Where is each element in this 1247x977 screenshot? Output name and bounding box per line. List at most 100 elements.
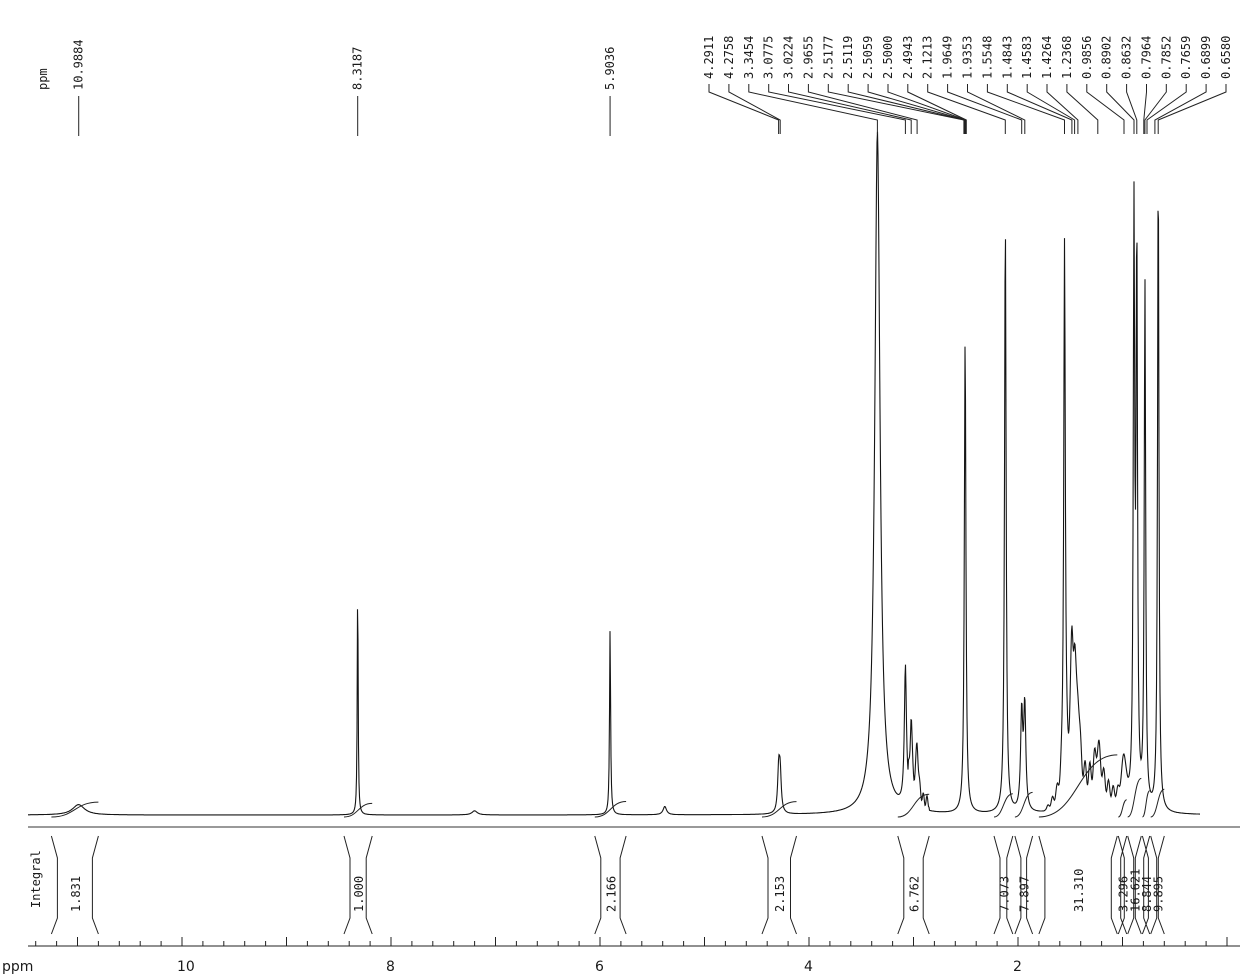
x-axis-tick-label: 2 (1013, 959, 1022, 975)
peak-label: 0.8902 (1100, 36, 1114, 79)
integral-curve (993, 793, 1013, 818)
peak-leader-line (768, 84, 906, 134)
integral-value: 16.621 (1129, 869, 1143, 912)
peak-label: 3.0775 (762, 36, 776, 79)
peak-label: 4.2911 (702, 36, 716, 79)
peak-label: 0.7659 (1179, 36, 1193, 79)
peak-label: 5.9036 (603, 47, 617, 90)
peak-label: 1.4583 (1020, 36, 1034, 79)
integral-value: 1.831 (69, 876, 83, 912)
peak-label: 2.5000 (881, 36, 895, 79)
integral-bracket (761, 835, 797, 935)
peak-label: 0.8632 (1120, 36, 1134, 79)
integral-value: 9.895 (1152, 876, 1166, 912)
peak-leader-line (748, 84, 878, 134)
integral-curve (1127, 777, 1142, 818)
peak-leader-line (1086, 84, 1125, 134)
peak-label: 2.5059 (861, 36, 875, 79)
integral-bracket (1038, 835, 1118, 935)
integral-label: Integral (29, 850, 43, 908)
integral-bracket (594, 835, 627, 935)
peak-label: 2.1213 (921, 36, 935, 79)
integral-value: 31.310 (1072, 869, 1086, 912)
peak-leader-line (1157, 84, 1227, 134)
peak-label: 2.9655 (801, 36, 815, 79)
peak-leader-line (1006, 84, 1073, 134)
peak-leader-line (1066, 84, 1099, 134)
integral-curve (51, 801, 99, 818)
integral-region-group: 1.831 1.000 2.166 2.153 6.762 7.073 7.897 31.31… (28, 826, 1240, 935)
integral-curve (1014, 791, 1033, 818)
peak-leader-line (907, 84, 967, 134)
peak-label: 0.6899 (1199, 36, 1213, 79)
peak-label: 3.0224 (782, 36, 796, 79)
x-axis-group: 10 8 6 4 2 (28, 937, 1240, 975)
peak-leader-line (847, 84, 965, 134)
peak-label: 1.5548 (980, 36, 994, 79)
integral-curve (594, 801, 627, 818)
spectrum-trace (28, 131, 1200, 816)
peak-leader-line (807, 84, 918, 134)
x-axis-tick-label: 10 (177, 959, 195, 975)
peak-leader-line (947, 84, 1023, 134)
integral-curve (897, 793, 930, 818)
integral-bracket (897, 835, 930, 935)
peak-leader-line (708, 84, 780, 134)
integral-curve (1118, 799, 1127, 818)
peak-leader-line (1143, 84, 1147, 134)
integral-value: 8.844 (1140, 876, 1154, 912)
peak-label: 1.2368 (1060, 36, 1074, 79)
peak-leader-line (1146, 84, 1187, 134)
peak-leader-line (1046, 84, 1079, 134)
integral-bracket (1127, 835, 1142, 935)
peak-leader-line (867, 84, 966, 134)
peak-leader-line (1154, 84, 1207, 134)
peak-label: 1.4264 (1040, 36, 1054, 79)
integral-value: 3.296 (1117, 876, 1131, 912)
peak-label: 1.9353 (961, 36, 975, 79)
integral-bracket (993, 835, 1014, 935)
peak-label: 4.2758 (722, 36, 736, 79)
spectrum-trace-group (28, 131, 1200, 816)
peak-leader-line (788, 84, 912, 134)
peak-label: 8.3187 (351, 47, 365, 90)
integral-curves-group (51, 754, 1165, 818)
peak-label: 1.4843 (1000, 36, 1014, 79)
integral-value: 7.897 (1018, 876, 1032, 912)
integral-bracket (1141, 835, 1151, 935)
peak-label: 2.5119 (841, 36, 855, 79)
x-axis-label: ppm (2, 959, 33, 975)
integral-value: 6.762 (908, 876, 922, 912)
peak-label: 0.6580 (1219, 36, 1233, 79)
integral-curve (1038, 754, 1118, 818)
integral-value: 2.166 (604, 876, 618, 912)
integral-value: 2.153 (773, 876, 787, 912)
peak-label: 1.9649 (941, 36, 955, 79)
ppm-unit-label: ppm (36, 68, 50, 90)
integral-curve (343, 802, 373, 818)
peak-leader-line (827, 84, 965, 134)
integral-curve (761, 801, 797, 818)
peak-label: 10.9884 (72, 39, 86, 90)
x-axis-tick-label: 8 (386, 959, 395, 975)
peak-labels-group: 10.9884 8.3187 5.9036 4.2911 4.2758 3.3454 3.0… (72, 36, 1233, 136)
peak-leader-line (728, 84, 781, 134)
peak-label: 0.7964 (1139, 36, 1153, 79)
peak-leader-line (967, 84, 1026, 134)
integral-bracket (1014, 835, 1034, 935)
peak-leader-line (1126, 84, 1138, 134)
peak-label: 0.7852 (1159, 36, 1173, 79)
peak-label: 2.5177 (821, 36, 835, 79)
integral-value: 1.000 (352, 876, 366, 912)
peak-label: 2.4943 (901, 36, 915, 79)
integral-curve (1141, 790, 1151, 818)
x-axis-tick-label: 4 (804, 959, 813, 975)
x-axis-tick-label: 6 (595, 959, 604, 975)
peak-label: 3.3454 (742, 36, 756, 79)
integral-bracket (50, 835, 99, 935)
integral-bracket (343, 835, 373, 935)
integral-value: 7.073 (997, 876, 1011, 912)
peak-label: 0.9856 (1080, 36, 1094, 79)
peak-leader-line (986, 84, 1065, 134)
